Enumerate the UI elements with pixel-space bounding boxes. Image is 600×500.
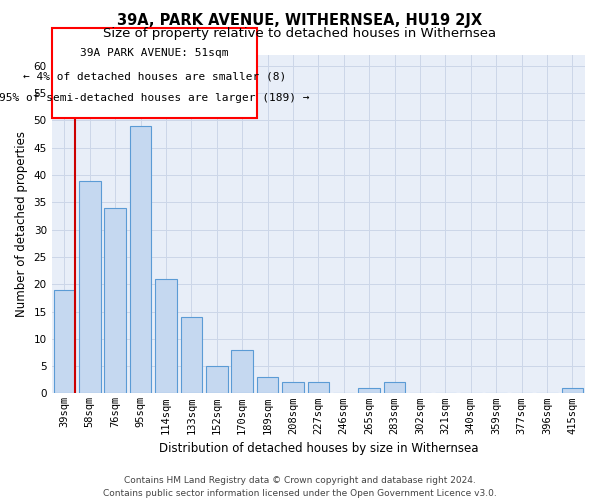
Bar [257,377,278,394]
Text: 95% of semi-detached houses are larger (189) →: 95% of semi-detached houses are larger (… [0,93,310,103]
X-axis label: Distribution of detached houses by size in Withernsea: Distribution of detached houses by size … [158,442,478,455]
Text: ← 4% of detached houses are smaller (8): ← 4% of detached houses are smaller (8) [23,72,286,82]
Bar [282,382,304,394]
Text: 39A, PARK AVENUE, WITHERNSEA, HU19 2JX: 39A, PARK AVENUE, WITHERNSEA, HU19 2JX [118,12,482,28]
Bar [308,382,329,394]
Text: Size of property relative to detached houses in Withernsea: Size of property relative to detached ho… [103,28,497,40]
Y-axis label: Number of detached properties: Number of detached properties [15,131,28,317]
Bar [232,350,253,394]
Bar [358,388,380,394]
Bar [206,366,227,394]
FancyBboxPatch shape [52,28,257,118]
Bar [79,180,101,394]
Bar [155,279,177,394]
Bar [384,382,406,394]
Text: 39A PARK AVENUE: 51sqm: 39A PARK AVENUE: 51sqm [80,48,229,58]
Bar [53,290,75,394]
Bar [562,388,583,394]
Bar [130,126,151,394]
Bar [181,317,202,394]
Text: Contains HM Land Registry data © Crown copyright and database right 2024.
Contai: Contains HM Land Registry data © Crown c… [103,476,497,498]
Bar [104,208,126,394]
